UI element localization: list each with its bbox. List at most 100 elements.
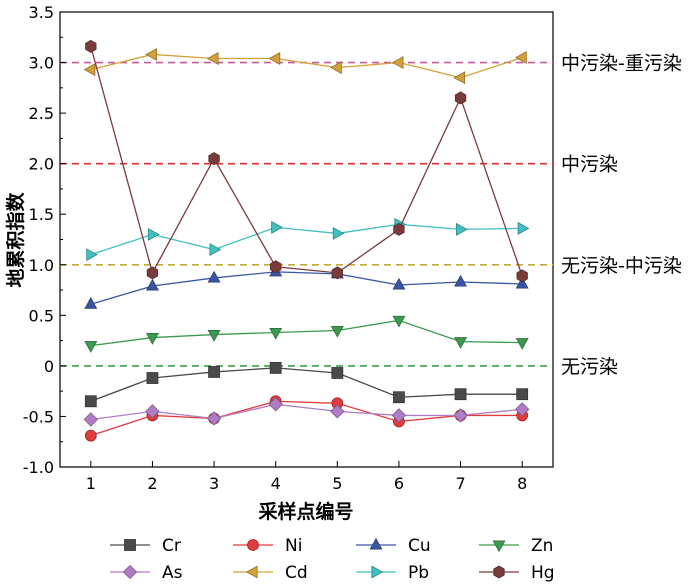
x-tick-label: 7 [455, 474, 465, 493]
x-tick-label: 2 [147, 474, 157, 493]
data-point [86, 248, 98, 262]
data-point [84, 429, 97, 442]
data-point [145, 278, 159, 291]
y-tick-label: 1.5 [29, 205, 54, 224]
legend-marker [371, 565, 384, 579]
data-point [453, 71, 466, 85]
data-point [332, 226, 345, 240]
data-point [330, 404, 345, 419]
data-point [331, 367, 344, 379]
data-point [331, 266, 343, 280]
series-as [83, 397, 530, 427]
data-point [209, 243, 222, 257]
y-tick-label: 3.0 [29, 54, 54, 73]
legend-label: Ni [285, 536, 302, 556]
data-point [146, 372, 159, 384]
legend-item: Ni [233, 536, 302, 556]
data-point [391, 408, 407, 423]
series-cd [83, 48, 527, 85]
y-axis-ticks: -1.0 -0.5 0 0.5 1.0 1.5 2.0 2.5 3.0 3.5 [23, 3, 66, 477]
y-tick-label: 1.0 [29, 256, 54, 275]
x-tick-label: 8 [517, 474, 527, 493]
legend-label: Cd [285, 563, 308, 583]
y-tick-label: -0.5 [23, 407, 54, 426]
y-axis-title: 地累积指数 [4, 192, 27, 288]
data-point [145, 404, 160, 419]
data-point [146, 266, 159, 280]
legend-label: Cu [408, 536, 431, 556]
data-point [147, 227, 160, 241]
legend-marker [247, 539, 259, 551]
data-point [516, 269, 528, 283]
data-point [515, 338, 529, 350]
data-point [83, 63, 96, 77]
data-point [392, 315, 406, 328]
legend-marker [124, 539, 136, 551]
series-cu [84, 264, 529, 309]
legend-item: Cd [233, 563, 308, 583]
series-line [90, 271, 523, 305]
data-point [515, 276, 529, 289]
legend-marker [122, 564, 138, 580]
data-point [456, 222, 468, 236]
data-point [515, 51, 527, 64]
series-pb [86, 217, 530, 262]
series-line [90, 46, 523, 277]
series [83, 39, 530, 442]
legend-item: Zn [479, 536, 553, 556]
x-tick-label: 4 [271, 474, 281, 493]
data-point [84, 297, 98, 309]
data-point [145, 48, 157, 61]
data-point [453, 408, 468, 423]
data-point [268, 397, 283, 412]
legend-label: Hg [531, 563, 555, 583]
legend-label: Zn [531, 536, 553, 556]
legend-marker [369, 537, 383, 550]
x-tick-label: 5 [332, 474, 342, 493]
data-point [454, 388, 467, 401]
legend-item: Cu [356, 536, 431, 556]
data-point [208, 152, 220, 166]
reference-label: 无污染-中污染 [561, 255, 682, 277]
y-tick-label: 2.0 [29, 155, 54, 174]
x-tick-label: 6 [394, 474, 404, 493]
data-point [83, 412, 98, 427]
series-line [90, 403, 523, 421]
data-point [269, 327, 283, 340]
series-zn [84, 315, 529, 353]
data-point [207, 270, 221, 283]
legend-marker [493, 565, 505, 579]
x-tick-label: 1 [86, 474, 96, 493]
series-line [90, 367, 523, 402]
legend-label: Pb [408, 563, 429, 583]
data-point [206, 52, 219, 65]
data-point [454, 337, 468, 349]
series-line [90, 319, 523, 347]
series-line [90, 53, 523, 79]
legend-label: Cr [162, 536, 181, 556]
reference-lines [60, 61, 553, 367]
data-point [517, 221, 530, 235]
legend: Cr Ni Cu Zn As Cd Pb Hg [110, 536, 555, 583]
data-point [393, 391, 405, 404]
data-point [391, 56, 404, 70]
data-point [330, 61, 342, 75]
x-axis-ticks: 1 2 3 4 5 6 7 8 [86, 461, 527, 493]
data-point [516, 388, 529, 401]
data-point [85, 39, 97, 53]
data-point [392, 277, 406, 290]
legend-item: Hg [479, 563, 555, 583]
data-point [269, 362, 282, 374]
y-tick-label: 0 [44, 357, 54, 376]
data-point [206, 411, 222, 426]
legend-item: As [110, 563, 183, 583]
series-cr [84, 362, 529, 408]
data-point [454, 91, 467, 105]
plot-frame [59, 11, 554, 468]
reference-label: 中污染 [561, 154, 618, 176]
x-tick-label: 3 [209, 474, 219, 493]
data-point [84, 395, 97, 408]
y-tick-label: 3.5 [29, 3, 54, 22]
series-line [90, 400, 523, 437]
